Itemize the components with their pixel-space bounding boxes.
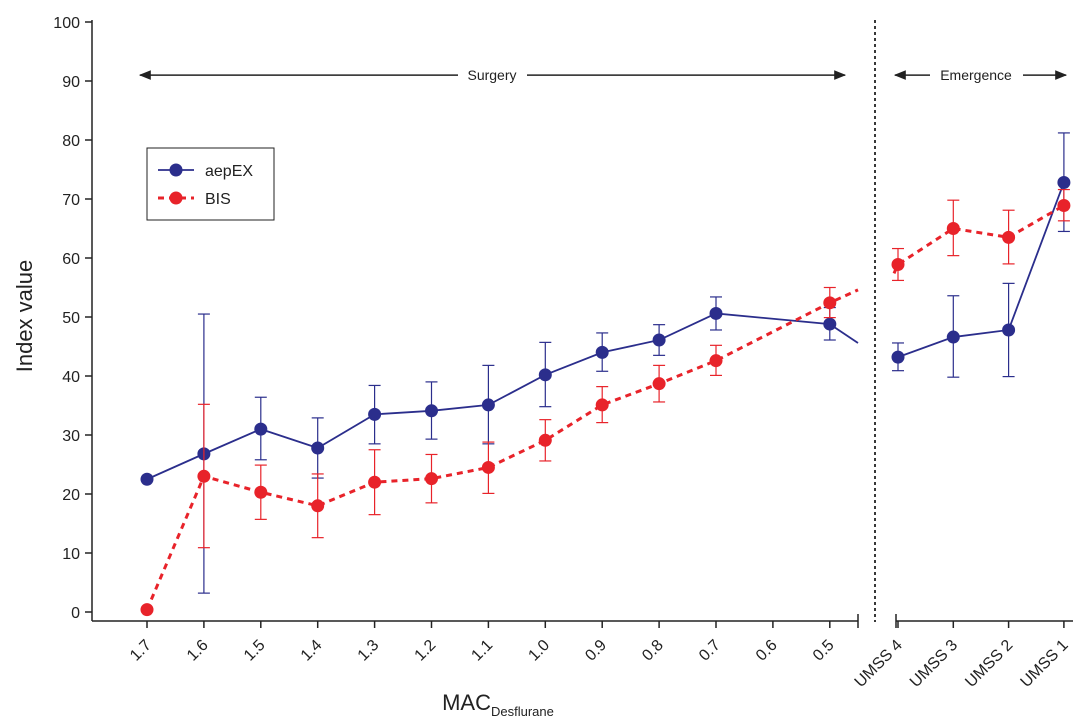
x-tick-label: 0.5 <box>810 637 838 665</box>
data-point <box>311 499 325 513</box>
series-BIS <box>140 188 1071 617</box>
data-point <box>595 398 609 412</box>
y-tick-label: 90 <box>62 74 80 91</box>
data-point <box>595 345 609 359</box>
series-line-surgery <box>145 288 859 611</box>
y-tick-label: 100 <box>53 15 80 32</box>
y-tick-label: 30 <box>62 428 80 445</box>
x-tick-label: UMSS 2 <box>962 637 1016 691</box>
y-tick-label: 0 <box>71 605 80 622</box>
x-tick-label: 1.1 <box>468 637 496 665</box>
legend-label-BIS: BIS <box>205 191 231 208</box>
y-tick-label: 40 <box>62 369 80 386</box>
data-point <box>368 407 382 421</box>
series-aepEX <box>140 132 1071 594</box>
legend-label-aepEX: aepEX <box>205 163 253 180</box>
legend: aepEX BIS <box>146 147 275 221</box>
annotation-emergence-label: Emergence <box>940 67 1012 83</box>
y-axis-title: Index value <box>12 260 37 373</box>
data-point <box>311 441 325 455</box>
data-point <box>140 472 154 486</box>
x-tick-label: 1.5 <box>241 637 269 665</box>
x-tick-label: 1.7 <box>127 637 155 665</box>
data-point <box>891 350 905 364</box>
x-tick-label: 0.6 <box>753 637 781 665</box>
x-tick-label: UMSS 1 <box>1018 637 1072 691</box>
x-tick-label: 1.4 <box>298 637 326 665</box>
x-tick-label: 0.8 <box>639 637 667 665</box>
data-point <box>823 296 837 310</box>
data-point <box>538 433 552 447</box>
data-point <box>946 330 960 344</box>
series-line-emergence <box>892 204 1065 274</box>
y-tick-label: 10 <box>62 546 80 563</box>
x-tick-label: UMSS 3 <box>907 637 961 691</box>
data-point <box>254 422 268 436</box>
data-point <box>1057 198 1071 212</box>
x-axis-title: MACDesflurane <box>442 690 554 717</box>
x-axis-title-main: MAC <box>442 690 491 715</box>
data-point <box>481 398 495 412</box>
x-axis-title-subscript: Desflurane <box>491 704 554 717</box>
data-point <box>946 222 960 235</box>
y-tick-label: 80 <box>62 133 80 150</box>
x-tick-label: 1.6 <box>184 637 212 665</box>
x-tick-label: 1.3 <box>355 637 383 665</box>
data-point <box>425 472 438 486</box>
legend-marker-BIS <box>169 191 183 205</box>
data-point <box>652 333 666 347</box>
data-point <box>709 306 723 320</box>
data-point <box>538 368 552 382</box>
data-point <box>425 404 438 418</box>
x-tick-label: 0.9 <box>582 637 610 665</box>
series-line-emergence <box>897 182 1065 358</box>
x-tick-label: 1.0 <box>525 637 553 665</box>
y-tick-label: 50 <box>62 310 80 327</box>
series-line-surgery <box>146 312 859 481</box>
y-tick-label: 20 <box>62 487 80 504</box>
axes-layer: 0 10 20 30 40 50 60 70 80 90 100 1.7 1.6 1.5 1.4 1.3 1.2… <box>53 15 1073 691</box>
data-point <box>197 469 211 483</box>
x-tick-label: 0.7 <box>696 637 724 665</box>
x-tick-label: UMSS 4 <box>852 637 906 691</box>
data-point <box>891 257 905 271</box>
data-point <box>823 317 837 331</box>
data-point <box>1057 175 1071 189</box>
data-point <box>481 460 495 474</box>
annotation-layer: Surgery Emergence <box>138 67 1068 83</box>
data-point <box>254 485 268 499</box>
legend-box <box>146 147 275 221</box>
data-point <box>1002 323 1016 337</box>
annotation-surgery-label: Surgery <box>467 67 516 83</box>
data-point <box>652 377 666 391</box>
x-tick-label: 1.2 <box>412 637 440 665</box>
y-tick-label: 60 <box>62 251 80 268</box>
data-point <box>1002 230 1016 244</box>
data-point <box>709 354 723 368</box>
data-point <box>140 603 154 617</box>
data-point <box>368 475 382 489</box>
series-layer <box>140 132 1071 617</box>
y-tick-label: 70 <box>62 192 80 209</box>
legend-marker-aepEX <box>169 163 183 177</box>
